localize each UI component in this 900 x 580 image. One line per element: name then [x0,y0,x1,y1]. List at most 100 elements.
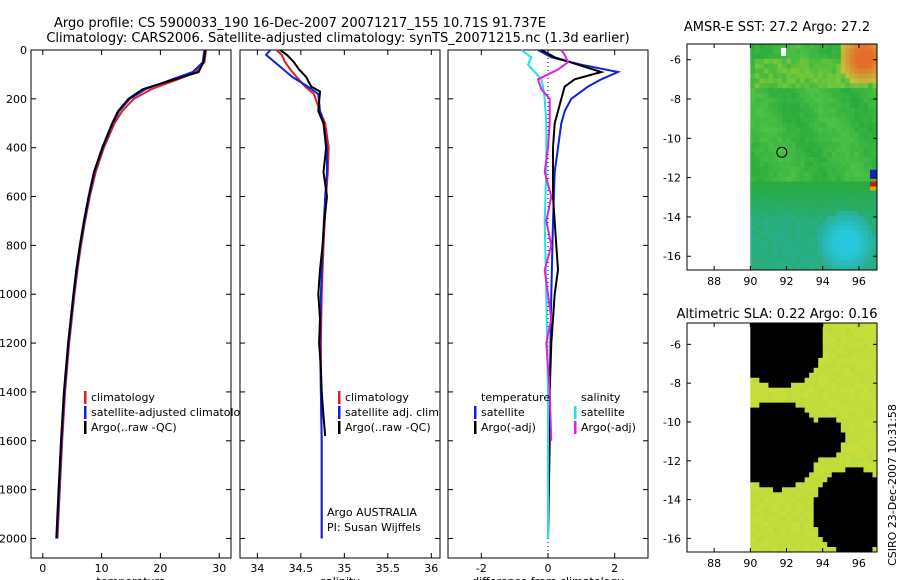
map-cell [763,93,769,99]
map-cell [849,83,855,89]
map-cell [845,196,851,202]
map-cell [791,211,796,217]
map-cell [831,215,837,222]
map-cell [804,357,810,364]
map-cell [863,245,869,251]
map-cell [818,191,824,197]
map-cell [777,377,783,384]
map-cell [858,112,864,119]
map-cell [818,442,824,448]
map-cell [786,122,792,128]
map-cell [831,352,837,359]
map-cell [858,367,864,374]
map-cell [872,502,878,508]
map-cell [827,332,833,339]
map-cell [791,352,796,359]
map-cell [754,78,760,84]
map-cell [800,240,806,246]
map-cell [840,98,846,104]
map-cell [777,332,783,339]
map-cell [754,442,760,448]
map-cell [858,186,864,192]
map-cell [754,201,760,207]
map-cell [854,78,860,84]
map-cell [849,402,855,409]
map-cell [763,211,769,217]
map-cell [777,245,783,251]
map-cell [872,437,878,443]
map-cell [768,362,774,369]
map-cell [867,117,873,124]
map-cell [840,73,846,79]
map-cell [791,412,796,418]
map-cell [809,387,815,394]
map-cell [786,347,792,354]
map-cell [849,457,855,463]
map-cell [822,542,828,548]
map-cell [863,117,869,124]
map-cell [867,230,873,237]
map-cell [822,122,828,128]
map-cell [845,532,851,538]
map-cell [831,78,837,84]
map-cell [777,362,783,369]
map-cell [845,152,851,158]
map-cell [772,220,778,227]
map-cell [759,196,765,202]
map-cell [845,402,851,409]
map-cell [750,225,756,232]
map-cell [786,93,792,99]
map-cell [854,542,860,548]
map-cell [763,452,769,458]
map-cell [854,68,860,74]
map-cell [768,235,774,241]
map-cell [777,347,783,354]
map-cell [809,352,815,359]
map-cell [809,372,815,379]
map-cell [831,537,837,543]
map-cell [782,166,787,173]
map-cell [827,102,833,109]
map-cell [786,220,792,227]
map-cell [772,73,778,79]
map-cell [759,48,765,55]
map-cell [800,337,806,344]
legend-entry: Argo(-adj) [481,421,536,434]
map-cell [809,412,815,418]
map-cell [831,83,837,89]
map-cell [777,472,783,478]
map-cell [858,432,864,438]
map-cell [813,157,819,163]
map-cell [750,68,756,74]
map-cell [845,467,851,473]
map-cell [840,265,846,271]
map-cell [849,201,855,207]
map-cell [827,93,833,99]
map-cell [831,132,837,138]
map-cell [863,112,869,119]
map-cell [822,206,828,212]
map-cell [804,186,810,192]
map-cell [827,442,833,448]
map-cell [822,372,828,379]
map-cell [772,357,778,364]
map-cell [872,73,878,79]
map-cell [768,147,774,153]
map-cell [818,467,824,473]
map-cell [795,132,801,138]
map-cell [772,462,778,468]
map-cell [822,68,828,74]
map-cell [754,367,760,374]
map-cell [763,542,769,548]
map-cell [867,220,873,227]
map-cell [867,417,873,423]
map-cell [750,537,756,543]
map-cell [750,547,756,553]
map-cell [786,176,792,182]
map-cell [754,547,760,553]
map-cell [772,392,778,399]
map-cell [872,452,878,458]
map-cell [849,537,855,543]
map-cell [782,402,787,409]
map-cell [786,337,792,344]
